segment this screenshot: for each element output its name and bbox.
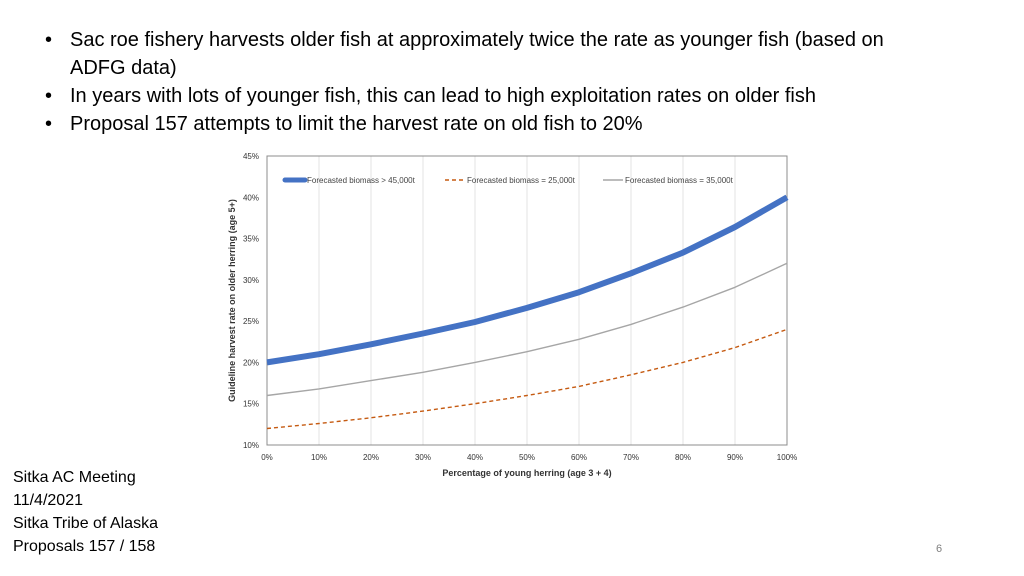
bullet-text: In years with lots of younger fish, this…: [70, 85, 816, 107]
footer-meeting: Sitka AC Meeting: [13, 469, 136, 486]
x-tick-label: 40%: [467, 453, 483, 462]
series-line: [266, 328, 788, 430]
x-tick-label: 50%: [519, 453, 535, 462]
footer-proposals: Proposals 157 / 158: [13, 538, 156, 555]
x-tick-label: 0%: [261, 453, 273, 462]
series-line: [266, 194, 789, 366]
footer-organization: Sitka Tribe of Alaska: [13, 515, 158, 532]
bullet-item: • Proposal 157 attempts to limit the harv…: [40, 110, 940, 138]
x-tick-label: 60%: [571, 453, 587, 462]
page-number: 6: [936, 543, 943, 555]
y-tick-label: 40%: [243, 193, 259, 202]
footer-info: Sitka AC Meeting 11/4/2021 Sitka Tribe o…: [13, 466, 158, 558]
footer-date: 11/4/2021: [13, 492, 83, 509]
legend-label: Forecasted biomass = 25,000t: [467, 176, 576, 185]
bullet-list: • Sac roe fishery harvests older fish at …: [40, 26, 940, 138]
bullet-text: Proposal 157 attempts to limit the harve…: [70, 113, 643, 135]
y-tick-label: 45%: [243, 152, 259, 161]
bullet-dot-icon: •: [45, 113, 53, 135]
legend-label: Forecasted biomass = 35,000t: [625, 176, 734, 185]
y-tick-label: 30%: [243, 276, 259, 285]
y-tick-label: 25%: [243, 317, 259, 326]
x-tick-label: 80%: [675, 453, 691, 462]
legend-label: Forecasted biomass > 45,000t: [307, 176, 416, 185]
bullet-dot-icon: •: [45, 85, 53, 107]
series-line: [266, 262, 788, 397]
harvest-rate-chart: 10%15%20%25%30%35%40%45%0% 10% 20% 30% 40% 50…: [227, 152, 797, 478]
y-tick-label: 10%: [243, 441, 259, 450]
x-tick-label: 10%: [311, 453, 327, 462]
bullet-dot-icon: •: [45, 29, 53, 51]
y-tick-label: 15%: [243, 400, 259, 409]
bullet-text: Sac roe fishery harvests older fish at a…: [70, 29, 884, 79]
x-axis-label: Percentage of young herring (age 3 + 4): [442, 468, 611, 478]
y-tick-label: 35%: [243, 235, 259, 244]
y-axis-label: Guideline harvest rate on older herring …: [227, 199, 237, 402]
x-tick-label: 70%: [623, 453, 639, 462]
bullet-item: • In years with lots of younger fish, thi…: [40, 82, 940, 110]
x-tick-label: 30%: [415, 453, 431, 462]
bullet-item: • Sac roe fishery harvests older fish at …: [40, 26, 940, 82]
y-tick-label: 20%: [243, 358, 259, 367]
plot-border: [266, 155, 788, 446]
x-tick-label: 90%: [727, 453, 743, 462]
x-tick-label: 100%: [777, 453, 797, 462]
x-tick-label: 20%: [363, 453, 379, 462]
